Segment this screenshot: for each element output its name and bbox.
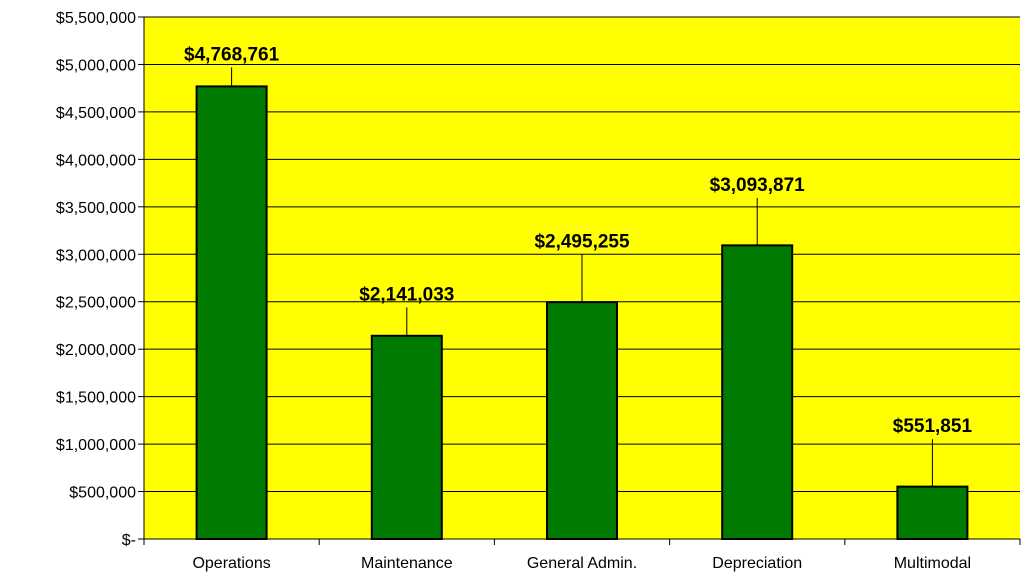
y-axis-tick-labels: $- $500,000 $1,000,000 $1,500,000 $2,000,000… (56, 10, 136, 549)
bar-multimodal (896, 485, 969, 541)
y-tick-label: $3,000,000 (56, 247, 136, 264)
data-labels: $4,768,761 $2,141,033 $2,495,255 $3,093,871… (184, 44, 972, 437)
data-label: $3,093,871 (710, 175, 806, 196)
x-tick-label: Operations (192, 555, 270, 572)
x-tick-label: General Admin. (527, 555, 637, 572)
y-tick-label: $4,000,000 (56, 152, 136, 169)
x-axis-tick-labels: Operations Maintenance General Admin. Depre… (192, 555, 971, 572)
y-tick-label: $1,500,000 (56, 390, 136, 407)
y-tick-label: $3,500,000 (56, 200, 136, 217)
y-tick-label: $- (122, 532, 136, 549)
y-tick-label: $2,500,000 (56, 295, 136, 312)
label-leader-lines (231, 67, 933, 487)
data-label: $4,768,761 (184, 44, 280, 65)
bar-maintenance (370, 334, 443, 540)
y-tick-label: $5,000,000 (56, 57, 136, 74)
y-tick-label: $5,500,000 (56, 10, 136, 27)
x-tick-label: Depreciation (712, 555, 802, 572)
bar-depreciation (721, 244, 794, 540)
y-tick-label: $2,000,000 (56, 342, 136, 359)
data-label: $551,851 (893, 416, 973, 437)
y-tick-label: $1,000,000 (56, 437, 136, 454)
data-label: $2,495,255 (534, 232, 630, 253)
x-axis-ticks (143, 539, 1021, 545)
data-label: $2,141,033 (359, 284, 454, 305)
x-tick-label: Maintenance (361, 555, 453, 572)
y-tick-label: $500,000 (69, 485, 136, 502)
bars (195, 85, 969, 541)
bar-general-admin (546, 301, 618, 540)
y-tick-label: $4,500,000 (56, 105, 136, 122)
y-axis-ticks (138, 16, 144, 540)
x-tick-label: Multimodal (894, 555, 971, 572)
bar-operations (195, 85, 268, 541)
